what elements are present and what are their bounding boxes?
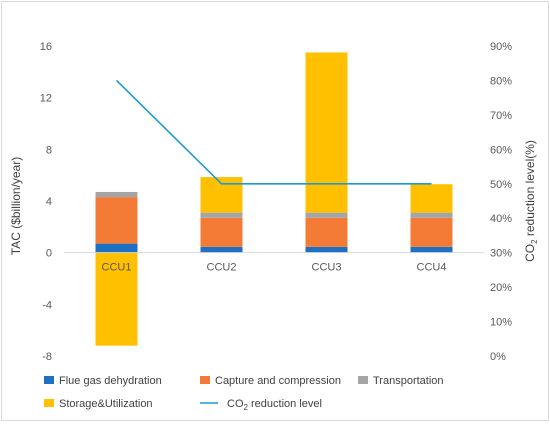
- legend-swatch-1: [200, 376, 210, 384]
- bar-ccu1-series-0: [95, 243, 138, 253]
- bar-ccu1-series-3: [95, 252, 138, 346]
- y2-tick-label: 10%: [490, 317, 512, 329]
- y2-tick-label: 20%: [490, 282, 512, 294]
- legend-line-subscript: 2: [244, 403, 249, 412]
- bar-ccu2-series-2: [200, 212, 243, 218]
- y2-tick-label: 0%: [490, 351, 506, 363]
- category-label-ccu1: CCU1: [102, 262, 132, 274]
- y2-title-subscript: 2: [530, 239, 539, 244]
- legend-label-2: Transportation: [373, 375, 444, 387]
- category-label-ccu3: CCU3: [312, 262, 342, 274]
- bar-ccu3-series-1: [305, 217, 348, 247]
- category-label-ccu2: CCU2: [207, 262, 237, 274]
- legend-label-1: Capture and compression: [215, 375, 341, 387]
- y2-tick-label: 30%: [490, 248, 512, 260]
- co2-reduction-line: [115, 79, 432, 185]
- legend-label-line: CO2 reduction level: [227, 398, 322, 412]
- y2-tick-label: 40%: [490, 213, 512, 225]
- category-label-ccu4: CCU4: [417, 262, 447, 274]
- bar-ccu4-series-1: [410, 217, 453, 247]
- y2-title-suffix: reduction level(%): [523, 140, 537, 239]
- bar-ccu4-series-0: [410, 246, 453, 253]
- y2-axis-title: CO2 reduction level(%): [523, 140, 539, 262]
- bar-ccu4-series-3: [410, 184, 453, 213]
- axes-group: -8 -4 0 4 8 12 16 0% 10% 20% 30% 40% 50% 60% 70% 80% 90%: [40, 41, 512, 363]
- legend-line-suffix: reduction level: [248, 398, 322, 410]
- y-axis-title: TAC ($billion/year): [9, 157, 23, 255]
- y-tick-label: 0: [46, 248, 52, 260]
- labels-group: CCU1 CCU2 CCU3 CCU4 TAC ($billion/year) CO2 r…: [9, 140, 539, 274]
- y-tick-label: -8: [42, 351, 52, 363]
- y2-tick-label: 60%: [490, 144, 512, 156]
- y-tick-label: -4: [42, 299, 52, 311]
- chart-svg: -8 -4 0 4 8 12 16 0% 10% 20% 30% 40% 50% 60% 70% 80% 90%…: [9, 41, 539, 412]
- bar-ccu3-series-0: [305, 246, 348, 253]
- bars-group: [95, 52, 453, 346]
- y2-tick-label: 80%: [490, 75, 512, 87]
- legend: Flue gas dehydration Capture and compress…: [44, 375, 444, 412]
- y-tick-label: 4: [46, 196, 52, 208]
- bar-ccu1-series-1: [95, 197, 138, 244]
- y-tick-label: 16: [40, 41, 52, 53]
- y2-tick-label: 50%: [490, 179, 512, 191]
- legend-line-prefix: CO: [227, 398, 244, 410]
- line-group: [115, 79, 432, 185]
- bar-ccu1-series-2: [95, 191, 138, 198]
- bar-ccu3-series-2: [305, 212, 348, 218]
- y2-tick-label: 70%: [490, 110, 512, 122]
- bar-ccu2-series-0: [200, 246, 243, 253]
- bar-ccu4-series-2: [410, 212, 453, 218]
- bar-ccu2-series-1: [200, 217, 243, 247]
- legend-swatch-0: [44, 376, 54, 384]
- legend-swatch-2: [358, 376, 368, 384]
- bar-ccu2-series-3: [200, 177, 243, 213]
- bar-ccu3-series-3: [305, 52, 348, 213]
- legend-label-0: Flue gas dehydration: [59, 375, 162, 387]
- y2-title-prefix: CO: [523, 244, 537, 262]
- y-tick-label: 8: [46, 144, 52, 156]
- y-tick-label: 12: [40, 93, 52, 105]
- legend-swatch-3: [44, 399, 54, 407]
- y2-tick-label: 90%: [490, 41, 512, 53]
- legend-label-3: Storage&Utilization: [59, 398, 153, 410]
